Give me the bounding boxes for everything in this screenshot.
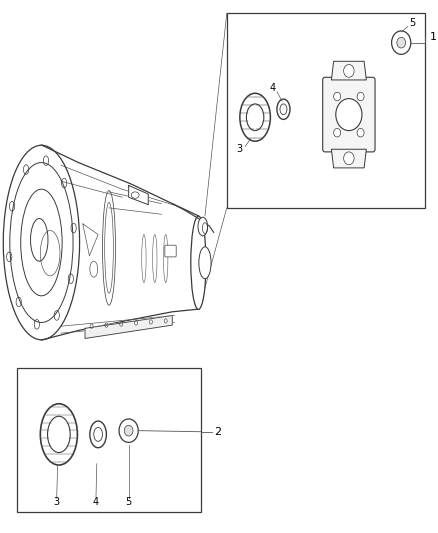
Text: 4: 4 [269,83,276,93]
Text: 1: 1 [430,33,437,42]
Ellipse shape [199,247,211,279]
Ellipse shape [280,104,287,115]
Polygon shape [332,61,366,80]
Circle shape [357,92,364,101]
Circle shape [124,425,133,436]
Polygon shape [85,316,172,338]
Circle shape [397,37,406,48]
Circle shape [336,99,362,131]
Circle shape [357,128,364,137]
Circle shape [334,128,341,137]
Text: 5: 5 [126,497,132,507]
Circle shape [344,152,354,165]
Ellipse shape [247,104,264,131]
Text: 3: 3 [236,144,242,154]
FancyBboxPatch shape [165,245,176,257]
Text: 2: 2 [214,427,221,437]
Ellipse shape [198,217,208,236]
Bar [18,368,201,512]
Circle shape [344,64,354,77]
Bar [227,13,425,208]
Ellipse shape [191,216,206,309]
Text: 4: 4 [93,497,99,507]
Ellipse shape [94,427,102,441]
Circle shape [334,92,341,101]
Text: 5: 5 [409,18,415,28]
Text: 3: 3 [53,497,60,507]
FancyBboxPatch shape [323,77,375,152]
Ellipse shape [48,416,70,453]
Polygon shape [129,185,148,205]
Polygon shape [332,149,366,168]
